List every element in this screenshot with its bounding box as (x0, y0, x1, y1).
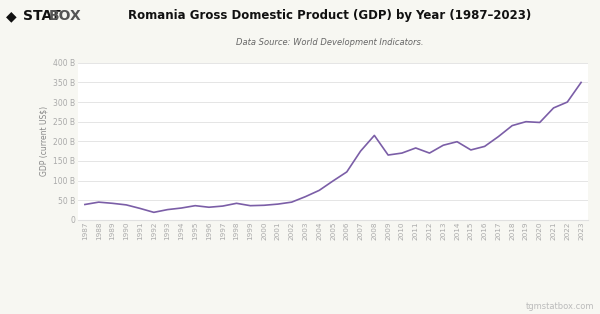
Text: Romania Gross Domestic Product (GDP) by Year (1987–2023): Romania Gross Domestic Product (GDP) by … (128, 9, 532, 22)
Text: STAT: STAT (23, 9, 61, 24)
Text: BOX: BOX (49, 9, 82, 24)
Text: tgmstatbox.com: tgmstatbox.com (526, 302, 594, 311)
Text: ◆: ◆ (6, 9, 17, 24)
Legend: Romania: Romania (299, 313, 367, 314)
Y-axis label: GDP (current US$): GDP (current US$) (40, 106, 49, 176)
Text: Data Source: World Development Indicators.: Data Source: World Development Indicator… (236, 38, 424, 47)
